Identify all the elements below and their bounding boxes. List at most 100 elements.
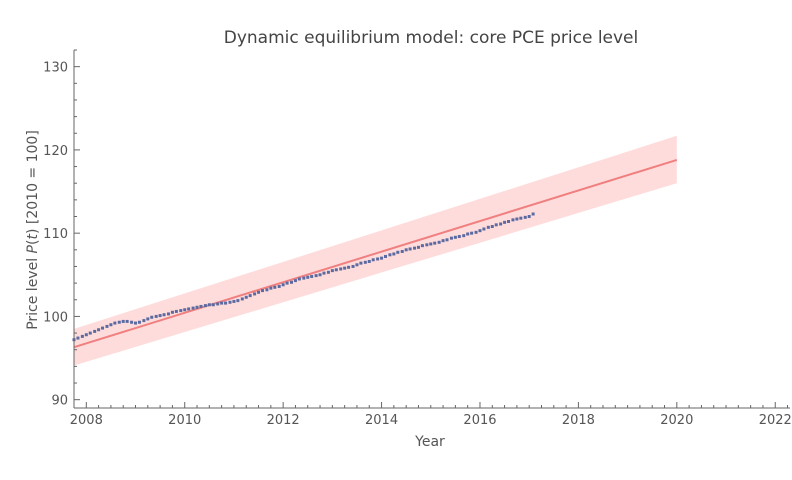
data-point <box>437 240 441 244</box>
data-point <box>162 313 166 317</box>
x-tick-label: 2020 <box>660 413 693 428</box>
data-point <box>302 276 306 280</box>
data-point <box>388 253 392 257</box>
x-tick-label: 2010 <box>168 413 201 428</box>
data-point <box>416 245 420 249</box>
data-point <box>380 256 384 260</box>
data-point <box>260 289 264 293</box>
data-point <box>482 227 486 231</box>
data-point <box>470 231 474 235</box>
y-axis-label-suffix: [2010 = 100] <box>25 130 41 228</box>
data-point <box>408 247 412 251</box>
plot-area <box>72 135 678 366</box>
data-point <box>523 215 527 219</box>
y-tick-label: 100 <box>43 310 68 325</box>
data-point <box>413 246 417 250</box>
data-point <box>187 307 191 311</box>
data-point <box>343 266 347 270</box>
data-point <box>519 216 523 220</box>
data-point <box>359 261 363 265</box>
data-point <box>93 329 97 333</box>
data-point <box>310 274 314 278</box>
data-point <box>101 326 105 330</box>
data-point <box>191 306 195 310</box>
data-point <box>105 324 109 328</box>
y-tick-label: 120 <box>43 144 68 159</box>
data-point <box>293 279 297 283</box>
data-point <box>220 301 224 305</box>
data-point <box>285 281 289 285</box>
data-point <box>269 286 273 290</box>
data-point <box>326 270 330 274</box>
data-point <box>170 310 174 314</box>
data-point <box>273 285 277 289</box>
data-point <box>445 238 449 242</box>
x-axis-label: Year <box>414 434 445 450</box>
data-point <box>383 254 387 258</box>
data-point <box>158 314 162 318</box>
x-tick-label: 2014 <box>365 413 398 428</box>
data-point <box>236 299 240 303</box>
data-point <box>339 267 343 271</box>
data-point <box>179 309 183 313</box>
data-point <box>396 250 400 254</box>
data-point <box>318 273 322 277</box>
data-point <box>207 303 211 307</box>
data-point <box>84 333 88 337</box>
data-point <box>425 243 429 247</box>
data-point <box>281 283 285 287</box>
y-axis-label-prefix: Price level <box>25 253 41 329</box>
data-point <box>474 230 478 234</box>
x-tick-label: 2008 <box>70 413 103 428</box>
data-point <box>355 263 359 267</box>
data-point <box>322 271 326 275</box>
data-point <box>433 241 437 245</box>
data-point <box>174 309 178 313</box>
data-point <box>199 304 203 308</box>
data-point <box>363 260 367 264</box>
data-point <box>137 320 141 324</box>
data-point <box>429 242 433 246</box>
data-point <box>314 274 318 278</box>
data-point <box>76 336 80 340</box>
data-point <box>490 225 494 229</box>
data-point <box>297 277 301 281</box>
x-tick-label: 2018 <box>562 413 595 428</box>
model-line <box>73 158 678 349</box>
data-point <box>511 218 515 222</box>
data-point <box>457 234 461 238</box>
data-point <box>232 299 236 303</box>
data-point <box>130 320 134 324</box>
data-point <box>367 259 371 263</box>
data-point <box>146 317 150 321</box>
data-point <box>216 302 220 306</box>
y-axis-label: Price level P(t) [2010 = 100] <box>25 130 41 330</box>
data-point <box>97 328 101 332</box>
data-point <box>265 288 269 292</box>
data-point <box>142 319 146 323</box>
data-point <box>277 284 281 288</box>
data-point <box>125 319 129 323</box>
data-point <box>117 320 121 324</box>
data-point <box>121 319 125 323</box>
data-point <box>486 225 490 229</box>
y-tick-label: 90 <box>51 394 68 409</box>
uncertainty-band <box>74 135 677 366</box>
data-point <box>166 312 170 316</box>
x-tick-label: 2012 <box>267 413 300 428</box>
data-point <box>88 331 92 335</box>
data-point <box>253 292 257 296</box>
x-tick-label: 2022 <box>759 413 792 428</box>
data-point <box>183 308 187 312</box>
data-point <box>400 249 404 253</box>
data-point <box>224 301 228 305</box>
data-point <box>203 304 207 308</box>
data-point <box>150 315 154 319</box>
y-axis-label-arg: t <box>25 234 41 240</box>
data-point <box>449 236 453 240</box>
data-point <box>527 215 531 219</box>
data-point <box>290 280 294 284</box>
data-point <box>503 220 507 224</box>
